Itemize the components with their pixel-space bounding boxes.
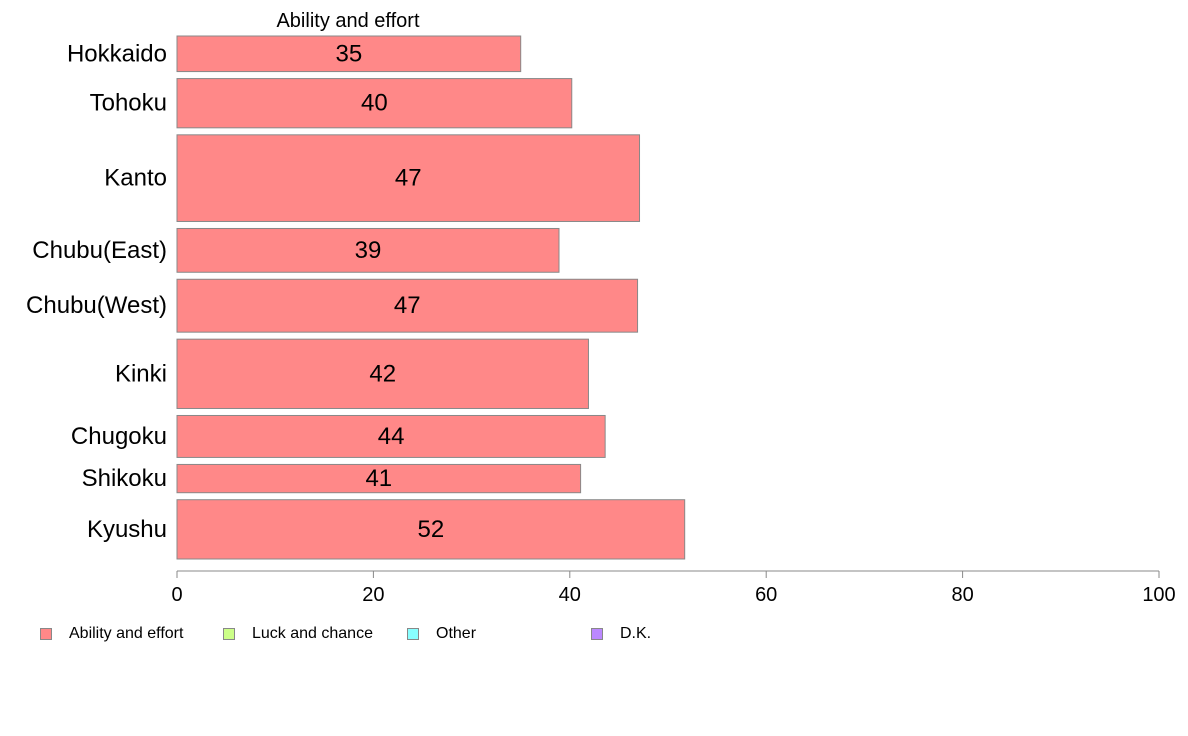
legend-swatch-luck [223, 628, 235, 640]
category-label: Chubu(West) [26, 292, 167, 319]
legend-label-luck: Luck and chance [252, 625, 373, 642]
value-label: 47 [395, 165, 422, 192]
category-label: Tohoku [90, 90, 167, 117]
bar-tohoku [176, 78, 573, 129]
x-tick-label: 80 [951, 584, 973, 606]
x-axis: 0 20 40 60 80 100 [171, 570, 1176, 606]
category-label: Kyushu [87, 516, 167, 543]
value-label: 41 [365, 465, 392, 492]
legend-swatch-dk [591, 628, 603, 640]
bar-kinki [176, 338, 589, 409]
bar-chugoku [176, 414, 606, 458]
legend-item-dk: D.K. [591, 624, 651, 644]
bar-shikoku [176, 463, 582, 494]
value-label: 52 [417, 516, 444, 543]
legend-label-dk: D.K. [620, 625, 652, 642]
legend-item-luck: Luck and chance [223, 624, 373, 644]
category-label: Chubu(East) [32, 237, 167, 264]
chart-title: Ability and effort [276, 10, 419, 32]
legend-item-ability: Ability and effort [40, 624, 183, 644]
value-label: 47 [394, 292, 421, 319]
bar-chubu-west- [176, 278, 639, 333]
legend-swatch-ability [40, 628, 52, 640]
x-tick-label: 60 [755, 584, 777, 606]
x-tick-label: 100 [1142, 584, 1175, 606]
legend-label-ability: Ability and effort [69, 625, 184, 642]
x-tick-label: 40 [559, 584, 581, 606]
value-label: 42 [369, 360, 396, 387]
category-label: Chugoku [71, 423, 167, 450]
bars-group: Hokkaido 35 Tohoku 40 Kanto 47 Chubu(East) 39 Ch… [26, 35, 686, 560]
value-label: 39 [355, 237, 382, 264]
bar-chubu-east- [176, 227, 560, 273]
category-label: Kanto [104, 165, 167, 192]
legend-label-other: Other [436, 625, 477, 642]
x-tick-label: 0 [171, 584, 182, 606]
value-label: 44 [378, 423, 405, 450]
value-label: 35 [335, 40, 362, 67]
x-tick-label: 20 [362, 584, 384, 606]
bar-hokkaido [176, 35, 522, 73]
legend-item-other: Other [407, 624, 476, 644]
legend-swatch-other [407, 628, 419, 640]
category-label: Kinki [115, 360, 167, 387]
bar-kyushu [176, 499, 686, 560]
bar-kanto [176, 134, 641, 222]
category-label: Shikoku [82, 465, 167, 492]
value-label: 40 [361, 90, 388, 117]
category-label: Hokkaido [67, 40, 167, 67]
